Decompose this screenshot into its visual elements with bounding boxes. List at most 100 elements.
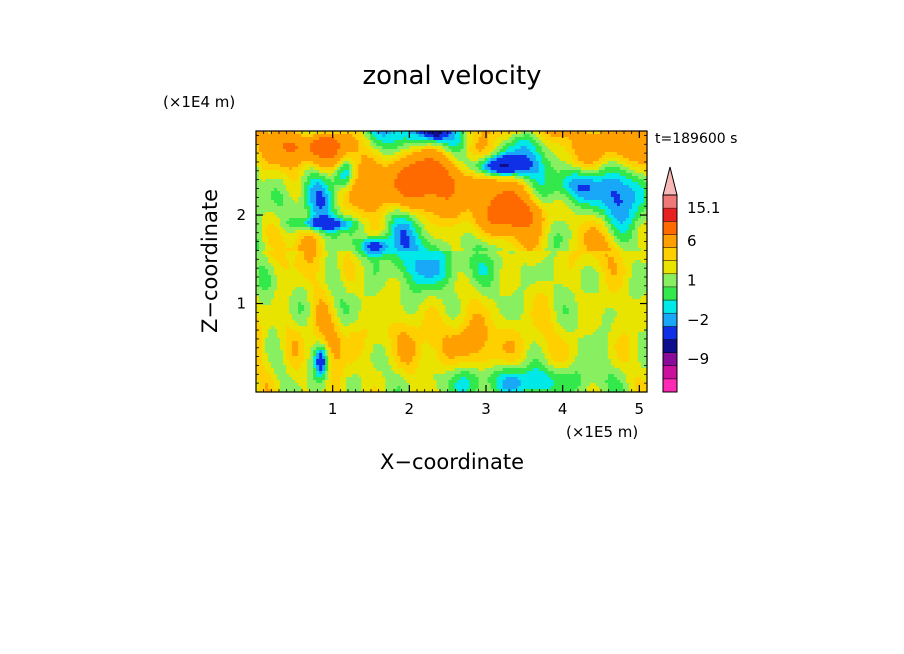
field-cell: [265, 224, 269, 228]
field-cell: [580, 221, 585, 225]
field-cell: [322, 146, 326, 150]
field-cell: [514, 200, 519, 204]
field-cell: [289, 137, 293, 141]
field-cell: [595, 230, 600, 234]
field-cell: [424, 137, 429, 141]
field-cell: [571, 209, 576, 213]
field-cell: [598, 140, 603, 144]
field-cell: [355, 182, 359, 186]
field-cell: [490, 197, 495, 201]
field-cell: [343, 152, 347, 156]
field-cell: [325, 185, 329, 189]
field-cell: [556, 164, 561, 168]
field-cell: [496, 152, 501, 156]
field-cell: [304, 197, 308, 201]
field-cell: [487, 197, 492, 201]
field-cell: [337, 212, 341, 216]
field-cell: [409, 152, 413, 156]
field-cell: [616, 149, 621, 153]
field-cell: [556, 134, 561, 138]
field-cell: [415, 236, 420, 240]
field-cell: [526, 194, 531, 198]
field-cell: [367, 131, 371, 135]
field-cell: [400, 230, 404, 234]
field-cell: [409, 179, 413, 183]
field-cell: [457, 224, 462, 228]
field-cell: [283, 173, 287, 177]
field-cell: [271, 197, 275, 201]
field-cell: [379, 233, 383, 237]
field-cell: [388, 164, 392, 168]
field-cell: [460, 146, 465, 150]
field-cell: [544, 188, 549, 192]
field-cell: [610, 131, 615, 135]
field-cell: [640, 200, 645, 204]
field-cell: [331, 164, 335, 168]
field-cell: [487, 152, 492, 156]
field-cell: [532, 170, 537, 174]
field-cell: [367, 164, 371, 168]
field-cell: [406, 164, 410, 168]
field-cell: [487, 158, 492, 162]
field-cell: [487, 134, 492, 138]
field-cell: [574, 233, 579, 237]
field-cell: [595, 131, 600, 135]
field-cell: [586, 140, 591, 144]
field-cell: [586, 149, 591, 153]
field-cell: [466, 242, 471, 246]
field-cell: [589, 137, 594, 141]
field-cell: [343, 209, 347, 213]
field-cell: [367, 239, 371, 243]
field-cell: [454, 218, 459, 222]
field-cell: [544, 215, 549, 219]
field-cell: [367, 212, 371, 216]
field-cell: [604, 170, 609, 174]
field-cell: [487, 233, 492, 237]
field-cell: [274, 194, 278, 198]
field-cell: [484, 155, 489, 159]
field-cell: [463, 215, 468, 219]
field-cell: [376, 143, 380, 147]
field-cell: [256, 185, 260, 189]
field-cell: [532, 137, 537, 141]
field-cell: [382, 179, 386, 183]
field-cell: [322, 245, 326, 249]
field-cell: [256, 167, 260, 171]
field-cell: [433, 161, 438, 165]
field-cell: [514, 152, 519, 156]
field-cell: [310, 230, 314, 234]
field-cell: [568, 134, 573, 138]
field-cell: [376, 182, 380, 186]
field-cell: [556, 227, 561, 231]
field-cell: [571, 218, 576, 222]
field-cell: [364, 191, 368, 195]
field-cell: [415, 140, 420, 144]
field-cell: [397, 170, 401, 174]
field-cell: [574, 158, 579, 162]
field-cell: [475, 167, 480, 171]
field-cell: [628, 182, 633, 186]
field-cell: [274, 230, 278, 234]
field-cell: [268, 158, 272, 162]
field-cell: [358, 170, 362, 174]
field-cell: [280, 212, 284, 216]
field-cell: [283, 224, 287, 228]
field-cell: [394, 134, 398, 138]
field-cell: [580, 215, 585, 219]
field-cell: [598, 185, 603, 189]
field-cell: [625, 137, 630, 141]
field-cell: [421, 185, 426, 189]
field-cell: [487, 224, 492, 228]
field-cell: [367, 155, 371, 159]
field-cell: [445, 182, 450, 186]
field-cell: [541, 167, 546, 171]
field-cell: [349, 188, 353, 192]
field-cell: [538, 155, 543, 159]
field-cell: [475, 164, 480, 168]
field-cell: [592, 203, 597, 207]
field-cell: [595, 200, 600, 204]
field-cell: [499, 152, 504, 156]
field-cell: [643, 167, 648, 171]
field-cell: [298, 224, 302, 228]
field-cell: [481, 230, 486, 234]
